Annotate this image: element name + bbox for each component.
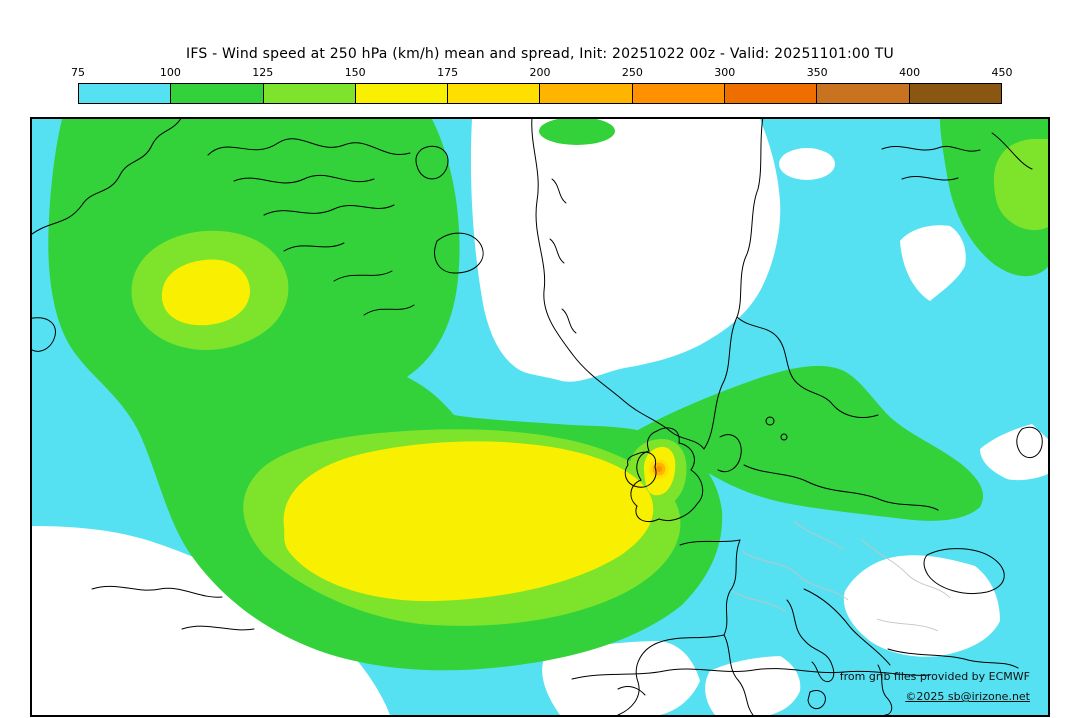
coast-adriatic (803, 588, 891, 666)
coast-anatolia-south (887, 648, 1019, 669)
coast-great-britain (630, 427, 704, 523)
coast-fjord (549, 238, 565, 264)
colorbar-tick-label: 75 (71, 66, 85, 79)
colorbar-segment (632, 84, 726, 103)
coastlines (32, 119, 1043, 715)
region-yellow-central (283, 441, 654, 602)
wind-speed-map (32, 119, 1048, 715)
colorbar-tick-label: 200 (529, 66, 551, 79)
region-white-gibraltar (542, 641, 700, 715)
coast-black-sea (923, 548, 1005, 594)
coast-fjord (551, 178, 567, 204)
coast-caspian (1016, 426, 1043, 459)
coast-gibraltar (617, 686, 646, 696)
colorbar-segment (171, 84, 264, 103)
coast-norway (531, 119, 671, 432)
region-white-caspian-area (980, 424, 1048, 481)
coast-greece (877, 664, 893, 715)
colorbar-tick-labels: 75 100 125 150 175 200 250 300 350 400 450 (71, 66, 1013, 80)
colorbar-tick-label: 350 (806, 66, 828, 79)
credit-copyright: ©2025 sb@irizone.net (905, 690, 1030, 704)
coast-fjord (561, 308, 577, 334)
coast-white-sea (881, 145, 981, 152)
colorbar-segment (79, 84, 172, 103)
colorbar-segment (355, 84, 449, 103)
region-lightgreen-northeast (993, 139, 1048, 231)
page-title: IFS - Wind speed at 250 hPa (km/h) mean … (186, 46, 894, 62)
admin-border-line (861, 539, 951, 599)
coast-island (415, 145, 449, 180)
coast-skagerrak (669, 430, 705, 450)
coast-iberia-west (617, 634, 725, 715)
coast-ireland (624, 451, 657, 488)
colorbar-tick-label: 400 (899, 66, 921, 79)
map-credits: from grib files provided by ECMWF ©2025 … (840, 667, 1030, 707)
region-green-top-speck (539, 119, 615, 145)
coast-iberia-east (723, 634, 754, 715)
coast-greenland-archipelago (283, 242, 345, 252)
colorbar-segment (725, 84, 818, 103)
colorbar-segment (909, 84, 1001, 103)
coast-northamerica (32, 317, 56, 352)
coast-north-africa (571, 668, 931, 680)
coast-northamerica (181, 625, 255, 631)
region-green-east-band (636, 365, 984, 521)
coast-biscay (723, 539, 741, 636)
admin-border-line (793, 520, 845, 551)
colorbar-tick-label: 100 (159, 66, 181, 79)
region-white-northeast (900, 225, 966, 301)
coast-novaya (991, 132, 1033, 170)
colorbar (78, 83, 1002, 104)
coast-greenland-archipelago (333, 270, 393, 282)
regions-band-150-175 (161, 259, 676, 602)
coast-baltic-island (780, 433, 788, 441)
colorbar-segment (263, 84, 356, 103)
colorbar-segment (540, 84, 633, 103)
coast-baltic-island (765, 416, 775, 426)
region-yellow-northwest (161, 259, 251, 326)
colorbar-segment (817, 84, 910, 103)
region-white-east-med (843, 555, 1000, 657)
coast-greenland-archipelago (207, 138, 411, 156)
coast-sicily (807, 690, 826, 710)
colorbar-segment (448, 84, 541, 103)
colorbar-tick-label: 300 (714, 66, 736, 79)
coast-white-sea (901, 175, 959, 181)
coast-english-channel (679, 539, 741, 546)
coast-baltic-south (743, 464, 939, 511)
region-white-kola (779, 148, 835, 180)
colorbar-tick-label: 250 (621, 66, 643, 79)
region-wind-maximum-ireland (649, 459, 669, 479)
colorbar-tick-label: 125 (252, 66, 274, 79)
map-frame: from grib files provided by ECMWF ©2025 … (30, 117, 1050, 717)
coast-sweden (703, 119, 764, 450)
admin-border-line (876, 618, 939, 632)
coast-greenland-archipelago (363, 304, 415, 316)
coast-labrador (32, 119, 182, 235)
coast-italy (786, 599, 835, 683)
admin-borders (731, 520, 951, 632)
coast-iceland (434, 232, 484, 274)
region-white-southwest (32, 526, 390, 715)
coast-gulf-of-bothnia (736, 316, 879, 418)
coast-greenland-archipelago (263, 204, 395, 216)
admin-border-line (741, 550, 849, 601)
colorbar-tick-label: 175 (437, 66, 459, 79)
coast-denmark (717, 434, 742, 473)
coast-greenland-archipelago (233, 174, 375, 184)
region-max-core (656, 466, 662, 472)
coast-northamerica (91, 585, 223, 598)
admin-border-line (731, 590, 787, 613)
credit-provider: from grib files provided by ECMWF (839, 670, 1030, 684)
colorbar-tick-label: 150 (344, 66, 366, 79)
colorbar-tick-label: 450 (991, 66, 1013, 79)
